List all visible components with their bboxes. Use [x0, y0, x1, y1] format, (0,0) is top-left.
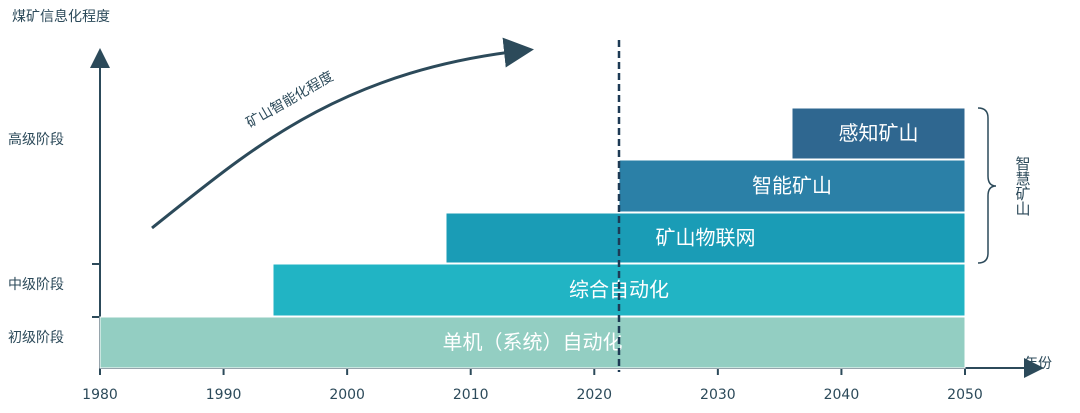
stage-label: 高级阶段	[8, 131, 64, 148]
x-tick-label: 2010	[453, 387, 489, 403]
trend-label: 矿山智能化程度	[244, 69, 337, 132]
x-tick-label: 2020	[576, 387, 612, 403]
stage-label: 中级阶段	[8, 277, 64, 293]
bar	[791, 107, 966, 160]
trend-arrow	[151, 37, 534, 230]
x-tick-label: 1980	[82, 387, 118, 403]
group-label: 智慧矿山	[1014, 155, 1032, 216]
bracket	[977, 107, 997, 264]
y-axis-title: 煤矿信息化程度	[12, 8, 110, 25]
bar-label: 智能矿山	[752, 174, 832, 198]
x-axis-title: 年份	[1024, 356, 1052, 372]
x-tick-label: 1990	[206, 387, 242, 403]
bar	[618, 159, 966, 213]
bar-label: 矿山物联网	[656, 226, 756, 250]
x-tick-label: 2000	[329, 387, 365, 403]
bar	[99, 316, 966, 369]
x-tick-label: 2030	[700, 387, 736, 403]
bar-label: 感知矿山	[839, 121, 919, 145]
x-tick-label: 2050	[947, 387, 983, 403]
bar	[445, 212, 966, 264]
stage-label: 初级阶段	[8, 329, 64, 346]
x-tick-label: 2040	[824, 387, 860, 403]
bar-label: 单机（系统）自动化	[443, 330, 623, 354]
